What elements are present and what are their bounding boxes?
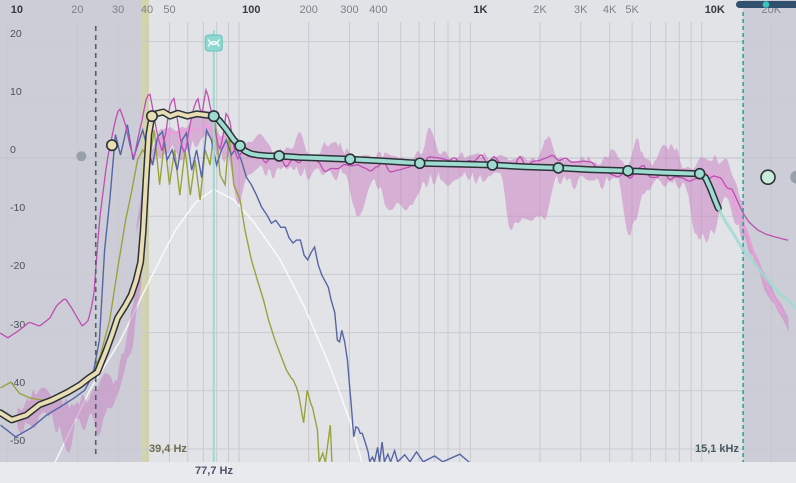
crossover-point-handle[interactable] <box>207 110 220 123</box>
filter-curve-olive <box>0 120 333 463</box>
output-gain-handle[interactable] <box>760 169 776 186</box>
crossover-frequency-label: 77,7 Hz <box>195 465 233 477</box>
zoom-scrollbar-handle[interactable] <box>762 1 770 8</box>
edge-handle-gray[interactable] <box>790 170 796 184</box>
eq-point-handle-1[interactable] <box>234 139 246 152</box>
crossover-icon <box>207 39 220 47</box>
eq-point-handle-6[interactable] <box>552 162 565 174</box>
result-curve-tail <box>716 207 796 311</box>
crossover-bell-curve <box>54 188 363 463</box>
out-of-band-right <box>743 0 796 462</box>
cream-filter-handle-2[interactable] <box>145 110 158 123</box>
filter-curve-navy <box>0 124 470 465</box>
eq-point-handle-7[interactable] <box>622 165 634 177</box>
disabled-filter-handle[interactable] <box>76 151 87 162</box>
bottom-strip: 77,7 Hz <box>0 462 796 483</box>
eq-point-handle-2[interactable] <box>273 150 285 162</box>
eq-point-handle-8[interactable] <box>693 167 706 180</box>
eq-point-handle-5[interactable] <box>486 159 499 171</box>
crossover-handle[interactable] <box>204 34 223 52</box>
eq-point-handle-3[interactable] <box>344 153 356 165</box>
rta-spectrum-fill-low <box>17 251 142 453</box>
target-curve-cream[interactable] <box>0 110 216 422</box>
eq-point-handle-4[interactable] <box>413 157 426 170</box>
rta-trace <box>0 87 789 339</box>
cream-filter-handle-1[interactable] <box>105 139 118 152</box>
